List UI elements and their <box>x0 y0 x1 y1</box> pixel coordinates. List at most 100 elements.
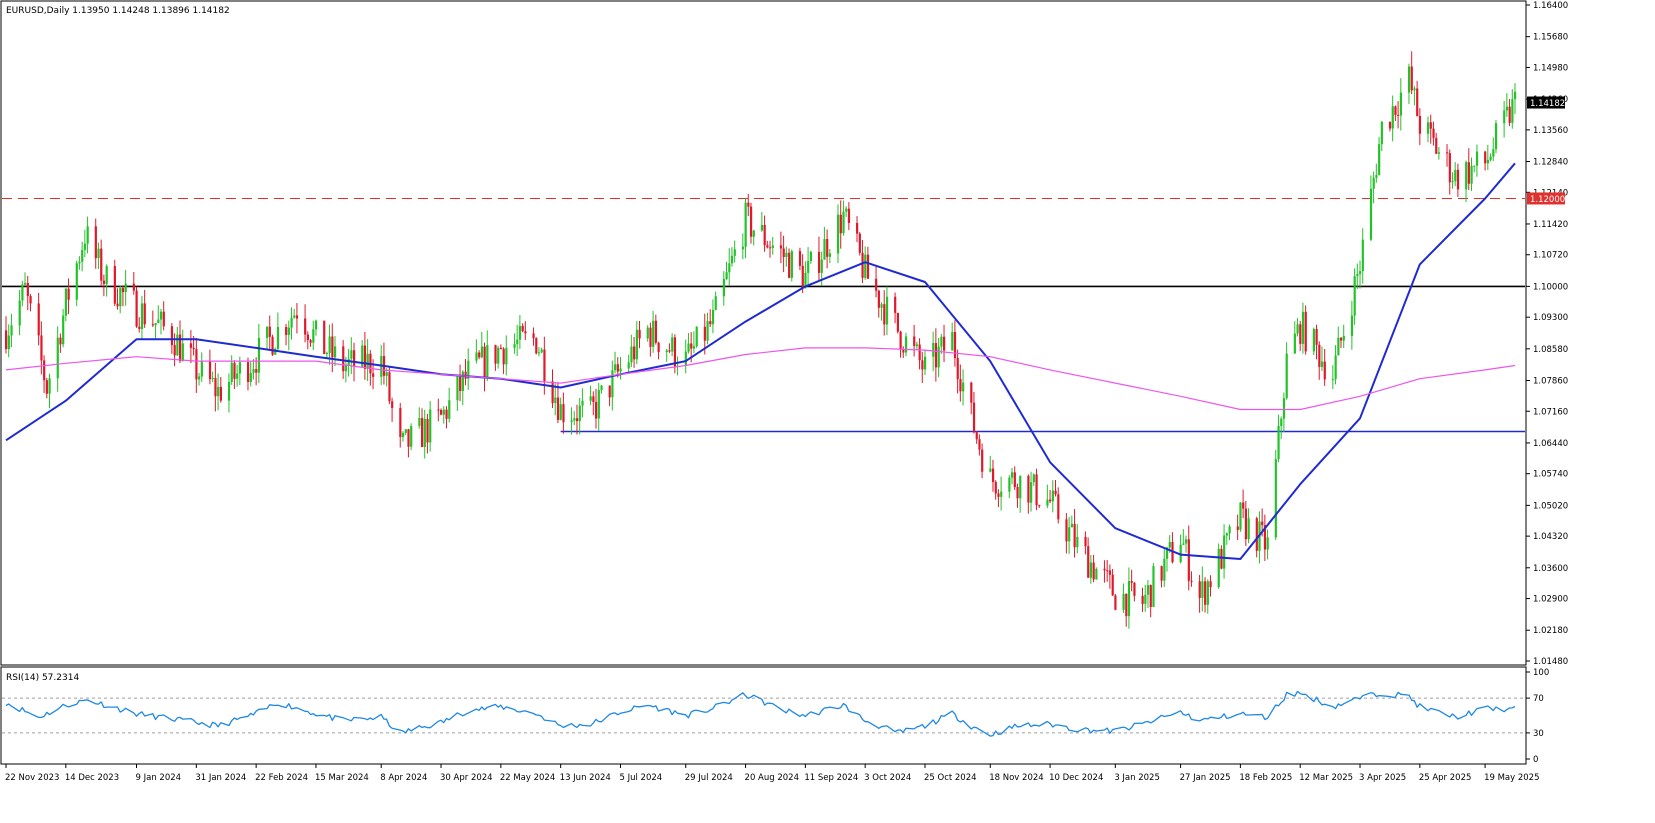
candle-body <box>703 326 706 341</box>
candle-body <box>581 400 584 406</box>
candle-body <box>1111 574 1114 596</box>
candle-body <box>312 329 315 343</box>
candle-body <box>575 418 579 422</box>
candle-body <box>646 327 649 339</box>
time-axis-label: 22 Feb 2024 <box>255 773 308 783</box>
candle-body <box>1149 585 1152 607</box>
candle-body <box>227 381 231 401</box>
candle-body <box>730 255 734 264</box>
candle-body <box>921 360 924 370</box>
price-axis-label: 1.06440 <box>1533 439 1568 449</box>
time-axis-label: 25 Apr 2025 <box>1419 773 1472 783</box>
candle-body <box>233 362 236 379</box>
candle-body <box>902 349 905 353</box>
candle-body <box>1312 329 1315 352</box>
candle-body <box>766 245 769 248</box>
candle-body <box>1057 494 1060 520</box>
candle-body <box>1429 122 1432 129</box>
candle-body <box>1350 315 1354 336</box>
price-axis-label: 1.07160 <box>1533 407 1568 417</box>
candle-body <box>181 343 184 362</box>
time-axis-label: 20 Aug 2024 <box>745 773 799 783</box>
candle-body <box>1165 547 1169 559</box>
candle-body <box>1035 474 1038 506</box>
candle-body <box>94 226 97 259</box>
candle-body <box>361 345 364 367</box>
candle-body <box>1388 121 1392 129</box>
candle-body <box>959 379 962 392</box>
candle-body <box>1432 128 1435 138</box>
candle-body <box>1353 276 1356 316</box>
candle-body <box>56 337 59 379</box>
candle-body <box>692 346 696 349</box>
rsi-levels <box>2 697 1525 734</box>
candle-body <box>59 337 62 345</box>
candle-body <box>494 345 497 364</box>
candle-body <box>1437 152 1441 154</box>
rsi-axis-label: 30 <box>1533 729 1544 739</box>
candle-body <box>785 252 788 258</box>
candle-body <box>132 283 135 291</box>
candle-body <box>877 290 880 308</box>
candle-body <box>858 233 861 253</box>
candle-body <box>1146 585 1150 595</box>
candle-body <box>1244 508 1248 540</box>
candle-body <box>407 429 410 447</box>
candle-body <box>856 222 859 234</box>
candle-body <box>138 326 141 330</box>
candle-body <box>230 362 233 382</box>
candle-body <box>904 336 908 353</box>
candle-body <box>1339 337 1343 341</box>
candle-body <box>1008 477 1011 492</box>
candle-body <box>913 336 916 347</box>
candle-body <box>937 346 940 368</box>
candle-body <box>1454 169 1457 182</box>
candle-body <box>1261 521 1264 526</box>
candle-body <box>1027 475 1030 503</box>
candle-body <box>195 349 198 380</box>
candle-body <box>1163 558 1166 581</box>
candle-body <box>589 396 592 401</box>
price-axis-label: 1.10720 <box>1533 251 1568 261</box>
candle-body <box>1087 546 1090 578</box>
candle-body <box>1198 581 1201 598</box>
candle-body <box>989 468 992 472</box>
candle-body <box>1160 566 1163 581</box>
candle-body <box>1263 525 1267 550</box>
candle-body <box>885 296 889 325</box>
candle-body <box>1266 537 1269 550</box>
candle-body <box>1220 548 1223 569</box>
candle-body <box>113 266 116 304</box>
price-axis-label: 1.15680 <box>1533 33 1568 43</box>
candle-body <box>518 325 522 340</box>
rsi-pane-frame <box>0 666 1527 765</box>
rsi-axis-label: 0 <box>1533 755 1538 765</box>
candle-body <box>1465 162 1468 190</box>
candle-body <box>418 417 421 426</box>
candle-body <box>1494 123 1498 150</box>
candle-body <box>249 372 252 382</box>
candle-body <box>747 202 750 207</box>
candle-body <box>1369 188 1373 240</box>
candle-body <box>333 346 337 358</box>
price-axis-label: 1.03600 <box>1533 564 1568 574</box>
candle-body <box>866 254 870 279</box>
candle-body <box>1451 181 1454 183</box>
candle-body <box>1285 353 1288 399</box>
candle-body <box>1280 418 1283 426</box>
candle-body <box>951 331 954 351</box>
candle-body <box>1073 523 1076 548</box>
candle-body <box>1068 527 1071 542</box>
candle-body <box>1407 66 1411 93</box>
time-axis-label: 10 Dec 2024 <box>1049 773 1103 783</box>
candle-body <box>972 402 976 433</box>
time-axis-label: 3 Oct 2024 <box>864 773 911 783</box>
candle-body <box>836 214 840 254</box>
candle-body <box>151 324 155 326</box>
candle-body <box>81 249 84 262</box>
candle-body <box>64 288 68 316</box>
candle-body <box>445 409 448 419</box>
time-axis-label: 31 Jan 2024 <box>195 773 246 783</box>
candle-body <box>331 336 334 358</box>
